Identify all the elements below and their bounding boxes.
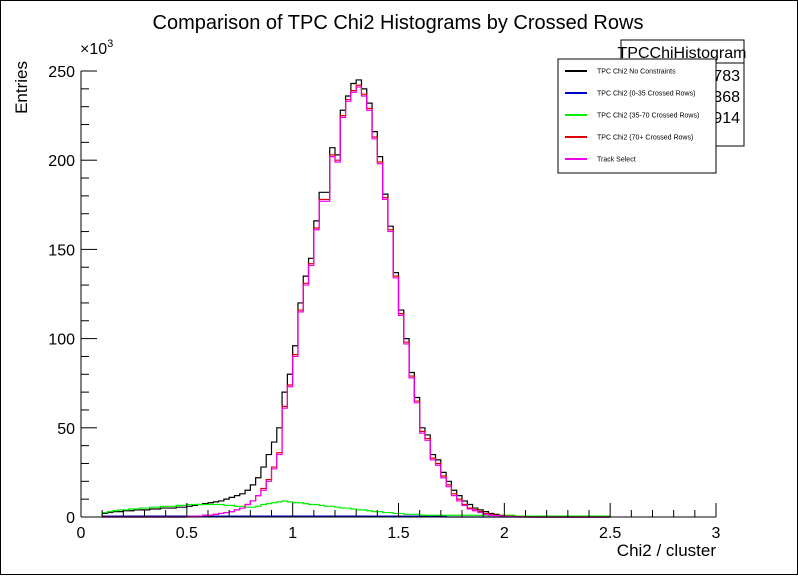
legend-label: TPC Chi2 (0-35 Crossed Rows) bbox=[597, 91, 695, 98]
x-axis-label: Chi2 / cluster bbox=[617, 541, 717, 560]
x-tick-label: 0.5 bbox=[176, 525, 198, 542]
y-tick-label: 50 bbox=[57, 421, 75, 438]
histogram-lines bbox=[101, 79, 611, 518]
y-tick-label: 150 bbox=[48, 242, 75, 259]
series-line-0 bbox=[101, 79, 611, 518]
x-tick-label: 2 bbox=[500, 525, 509, 542]
y-axis-label: Entries bbox=[12, 61, 31, 114]
legend-label: Track Select bbox=[597, 157, 636, 164]
legend-label: TPC Chi2 (35-70 Crossed Rows) bbox=[597, 113, 699, 120]
x-tick-label: 1.5 bbox=[387, 525, 409, 542]
y-multiplier-exp: 3 bbox=[107, 38, 113, 50]
legend-label: TPC Chi2 (70+ Crossed Rows) bbox=[597, 135, 693, 142]
legend: TPC Chi2 No Constraints TPC Chi2 (0-35 Cr… bbox=[557, 58, 717, 174]
y-multiplier: ×103 bbox=[80, 38, 113, 58]
y-tick-label: 100 bbox=[48, 332, 75, 349]
legend-label: TPC Chi2 No Constraints bbox=[597, 69, 676, 76]
y-tick-label: 200 bbox=[48, 153, 75, 170]
series-line-3 bbox=[102, 84, 611, 518]
series-line-4 bbox=[102, 86, 611, 518]
x-tick-label: 2.5 bbox=[599, 525, 621, 542]
y-tick-label: 250 bbox=[48, 64, 75, 81]
x-tick-label: 3 bbox=[712, 525, 721, 542]
chart-title: Comparison of TPC Chi2 Histograms by Cro… bbox=[153, 12, 644, 34]
y-tick-label: 0 bbox=[66, 510, 75, 527]
stats-box-name: TPCChiHistogram bbox=[618, 45, 747, 62]
axes: 0 0.5 1 1.5 2 2.5 3 0 50 100 150 200 250 bbox=[48, 64, 720, 542]
x-tick-label: 1 bbox=[288, 525, 297, 542]
y-multiplier-base: ×10 bbox=[80, 41, 107, 58]
x-tick-label: 0 bbox=[77, 525, 86, 542]
